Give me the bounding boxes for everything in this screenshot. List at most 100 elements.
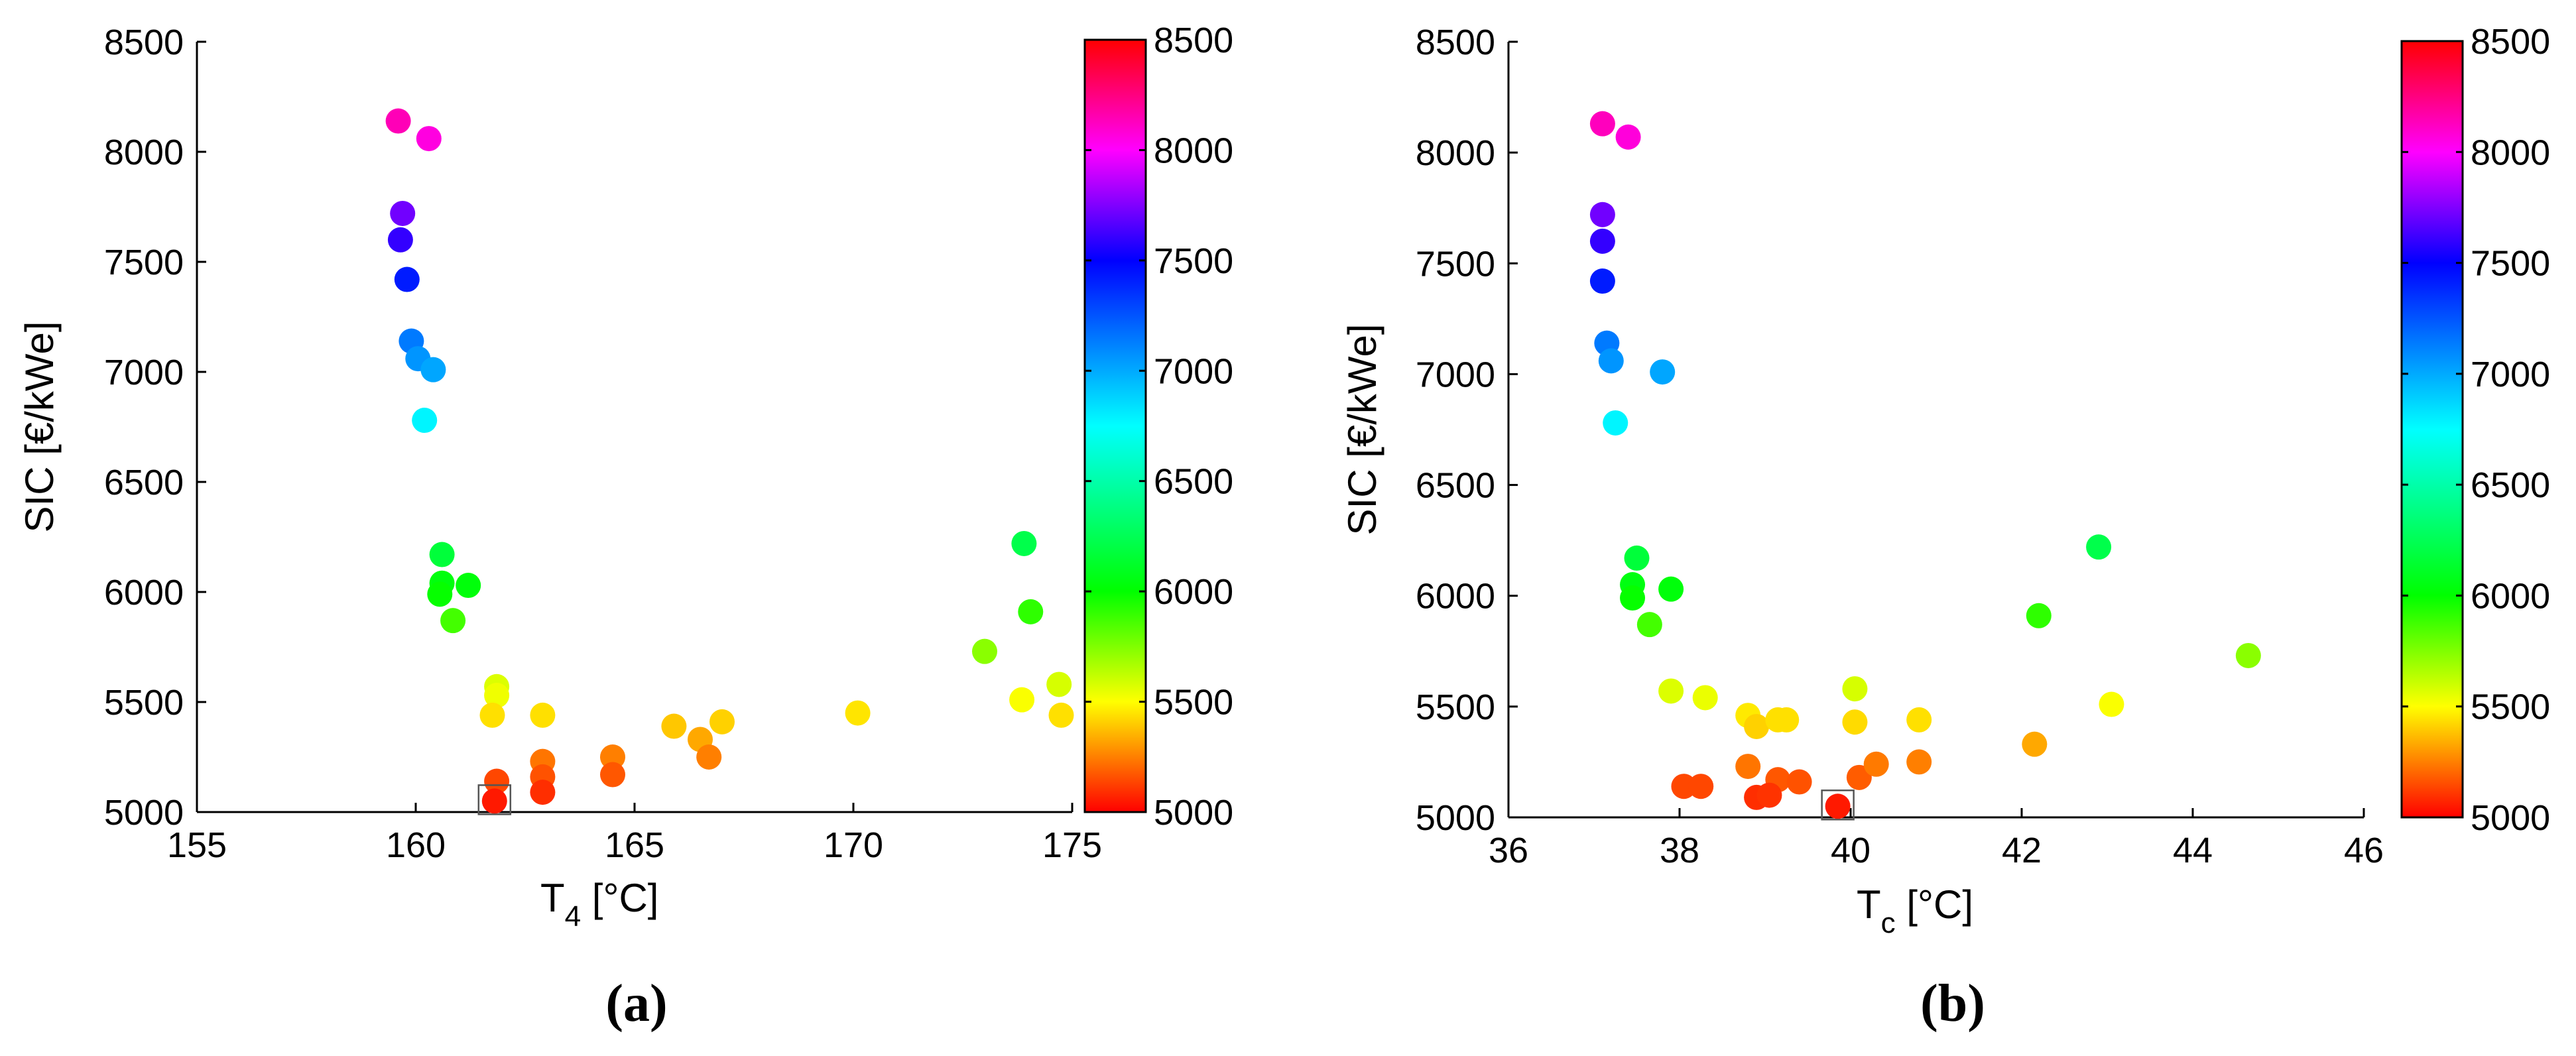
x-axis-label-b: Tc [°C]: [1857, 882, 1973, 939]
x-tick-label: 40: [1831, 831, 1871, 870]
data-point: [1658, 576, 1684, 602]
x-tick-label: 175: [1042, 825, 1102, 865]
x-tick-label: 36: [1489, 831, 1528, 870]
data-point: [1011, 530, 1037, 556]
data-point: [479, 702, 505, 728]
data-point: [1774, 707, 1800, 733]
colorbar-tick-label: 6500: [1154, 462, 1233, 502]
colorbar-tick-label: 8500: [2471, 22, 2550, 62]
colorbar-tick-label: 7500: [2471, 244, 2550, 284]
data-point: [1009, 687, 1035, 713]
colorbar-tick-label: 7000: [1154, 351, 1233, 391]
x-tick-label: 42: [2002, 831, 2042, 870]
data-point: [845, 700, 871, 726]
highlight-box-b: [1821, 790, 1855, 821]
colorbar-tick-label: 5500: [2471, 687, 2550, 727]
y-ticks-a: 5000 5500 6000 6500 7000 7500 8000 8500: [104, 23, 206, 833]
data-point: [2026, 603, 2052, 628]
data-point: [1589, 268, 1615, 294]
data-point: [1589, 228, 1615, 254]
x-tick-label: 38: [1660, 831, 1699, 870]
data-point: [412, 408, 438, 434]
y-tick-label: 6000: [1416, 577, 1495, 616]
data-point: [2022, 731, 2048, 757]
x-tick-label: 160: [386, 825, 446, 865]
colorbar-tick-label: 8000: [1154, 131, 1233, 170]
colorbar-tick-label: 6000: [2471, 576, 2550, 616]
data-point: [1842, 709, 1868, 735]
data-point: [429, 542, 455, 567]
colorbar-a: 5000 5500 6000 6500 7000 7500 8000 8500: [1083, 21, 1233, 833]
data-point: [1598, 348, 1624, 374]
y-tick-label: 5500: [1416, 687, 1495, 727]
y-tick-label: 8000: [104, 133, 184, 172]
data-point: [1624, 545, 1650, 571]
y-axis-label-a: SIC [€/kWe]: [17, 322, 62, 533]
data-point: [1046, 672, 1072, 697]
data-point: [484, 768, 510, 794]
data-point: [394, 266, 420, 292]
data-point: [1906, 707, 1932, 733]
data-point: [1825, 793, 1851, 819]
data-point: [1846, 764, 1872, 790]
y-tick-label: 5500: [104, 683, 184, 723]
data-point: [1842, 676, 1868, 702]
y-ticks-b: 5000 5500 6000 6500 7000 7500 8000 8500: [1416, 23, 1518, 838]
y-axis-label-b: SIC [€/kWe]: [1340, 324, 1384, 536]
data-point: [600, 744, 625, 770]
data-point: [661, 713, 687, 739]
data-point: [420, 357, 446, 382]
data-point: [1589, 111, 1615, 137]
data-point: [1615, 124, 1641, 150]
data-point: [2099, 691, 2124, 717]
chart-panel-a: 155 160 165 170 175 5000 5500 6000 6500 7000 7500…: [17, 21, 1233, 1033]
y-tick-label: 8500: [104, 23, 184, 62]
data-point: [390, 200, 416, 226]
data-point: [1786, 769, 1812, 795]
chart-panel-b: 36 38 40 42 44 46 5000 5500 6000 6500 7000 7500 800…: [1340, 22, 2550, 1033]
data-point: [481, 788, 507, 814]
data-point: [1620, 585, 1646, 611]
data-point: [530, 702, 556, 728]
colorbar-ticks-a: 5000 5500 6000 6500 7000 7500 8000 8500: [1085, 21, 1233, 833]
data-point: [1863, 751, 1889, 777]
x-axis-label-a: T4 [°C]: [540, 876, 658, 933]
data-point: [1048, 702, 1074, 728]
colorbar-b: 5000 5500 6000 6500 7000 7500 8000 8500: [2400, 22, 2550, 838]
x-tick-label: 44: [2173, 831, 2213, 870]
y-tick-label: 6500: [1416, 466, 1495, 506]
colorbar-tick-label: 8000: [2471, 133, 2550, 172]
data-point: [416, 126, 442, 152]
data-point: [1688, 774, 1714, 799]
data-point: [530, 780, 556, 805]
data-point: [1735, 754, 1761, 780]
colorbar-tick-label: 7000: [2471, 355, 2550, 394]
data-point: [2235, 642, 2261, 668]
data-point: [1603, 410, 1628, 436]
data-point: [456, 573, 481, 599]
colorbar-tick-label: 8500: [1154, 21, 1233, 60]
data-point: [972, 638, 997, 664]
colorbar-tick-label: 6500: [2471, 465, 2550, 505]
panel-label-a: (a): [605, 974, 667, 1033]
x-ticks-b: 36 38 40 42 44 46: [1489, 808, 2384, 870]
y-tick-label: 8500: [1416, 23, 1495, 62]
colorbar-tick-label: 6000: [1154, 572, 1233, 612]
colorbar-tick-label: 5000: [2471, 798, 2550, 838]
plot-area-b: 36 38 40 42 44 46 5000 5500 6000 6500 7000 7500 800…: [1416, 23, 2384, 870]
data-point: [1756, 782, 1782, 808]
highlight-box-a: [477, 784, 512, 815]
colorbar-gradient-a: [1083, 38, 1147, 813]
y-tick-label: 7500: [104, 243, 184, 282]
scatter-points-b: [1589, 111, 2261, 819]
x-ticks-a: 155 160 165 170 175: [167, 803, 1102, 865]
data-point: [1744, 713, 1770, 739]
data-point: [1650, 359, 1676, 385]
x-tick-label: 170: [824, 825, 883, 865]
y-tick-label: 7500: [1416, 244, 1495, 284]
plot-area-a: 155 160 165 170 175 5000 5500 6000 6500 7000 7500…: [104, 23, 1102, 865]
data-point: [1018, 599, 1044, 624]
y-tick-label: 7000: [1416, 355, 1495, 394]
colorbar-ticks-b: 5000 5500 6000 6500 7000 7500 8000 8500: [2402, 22, 2550, 838]
